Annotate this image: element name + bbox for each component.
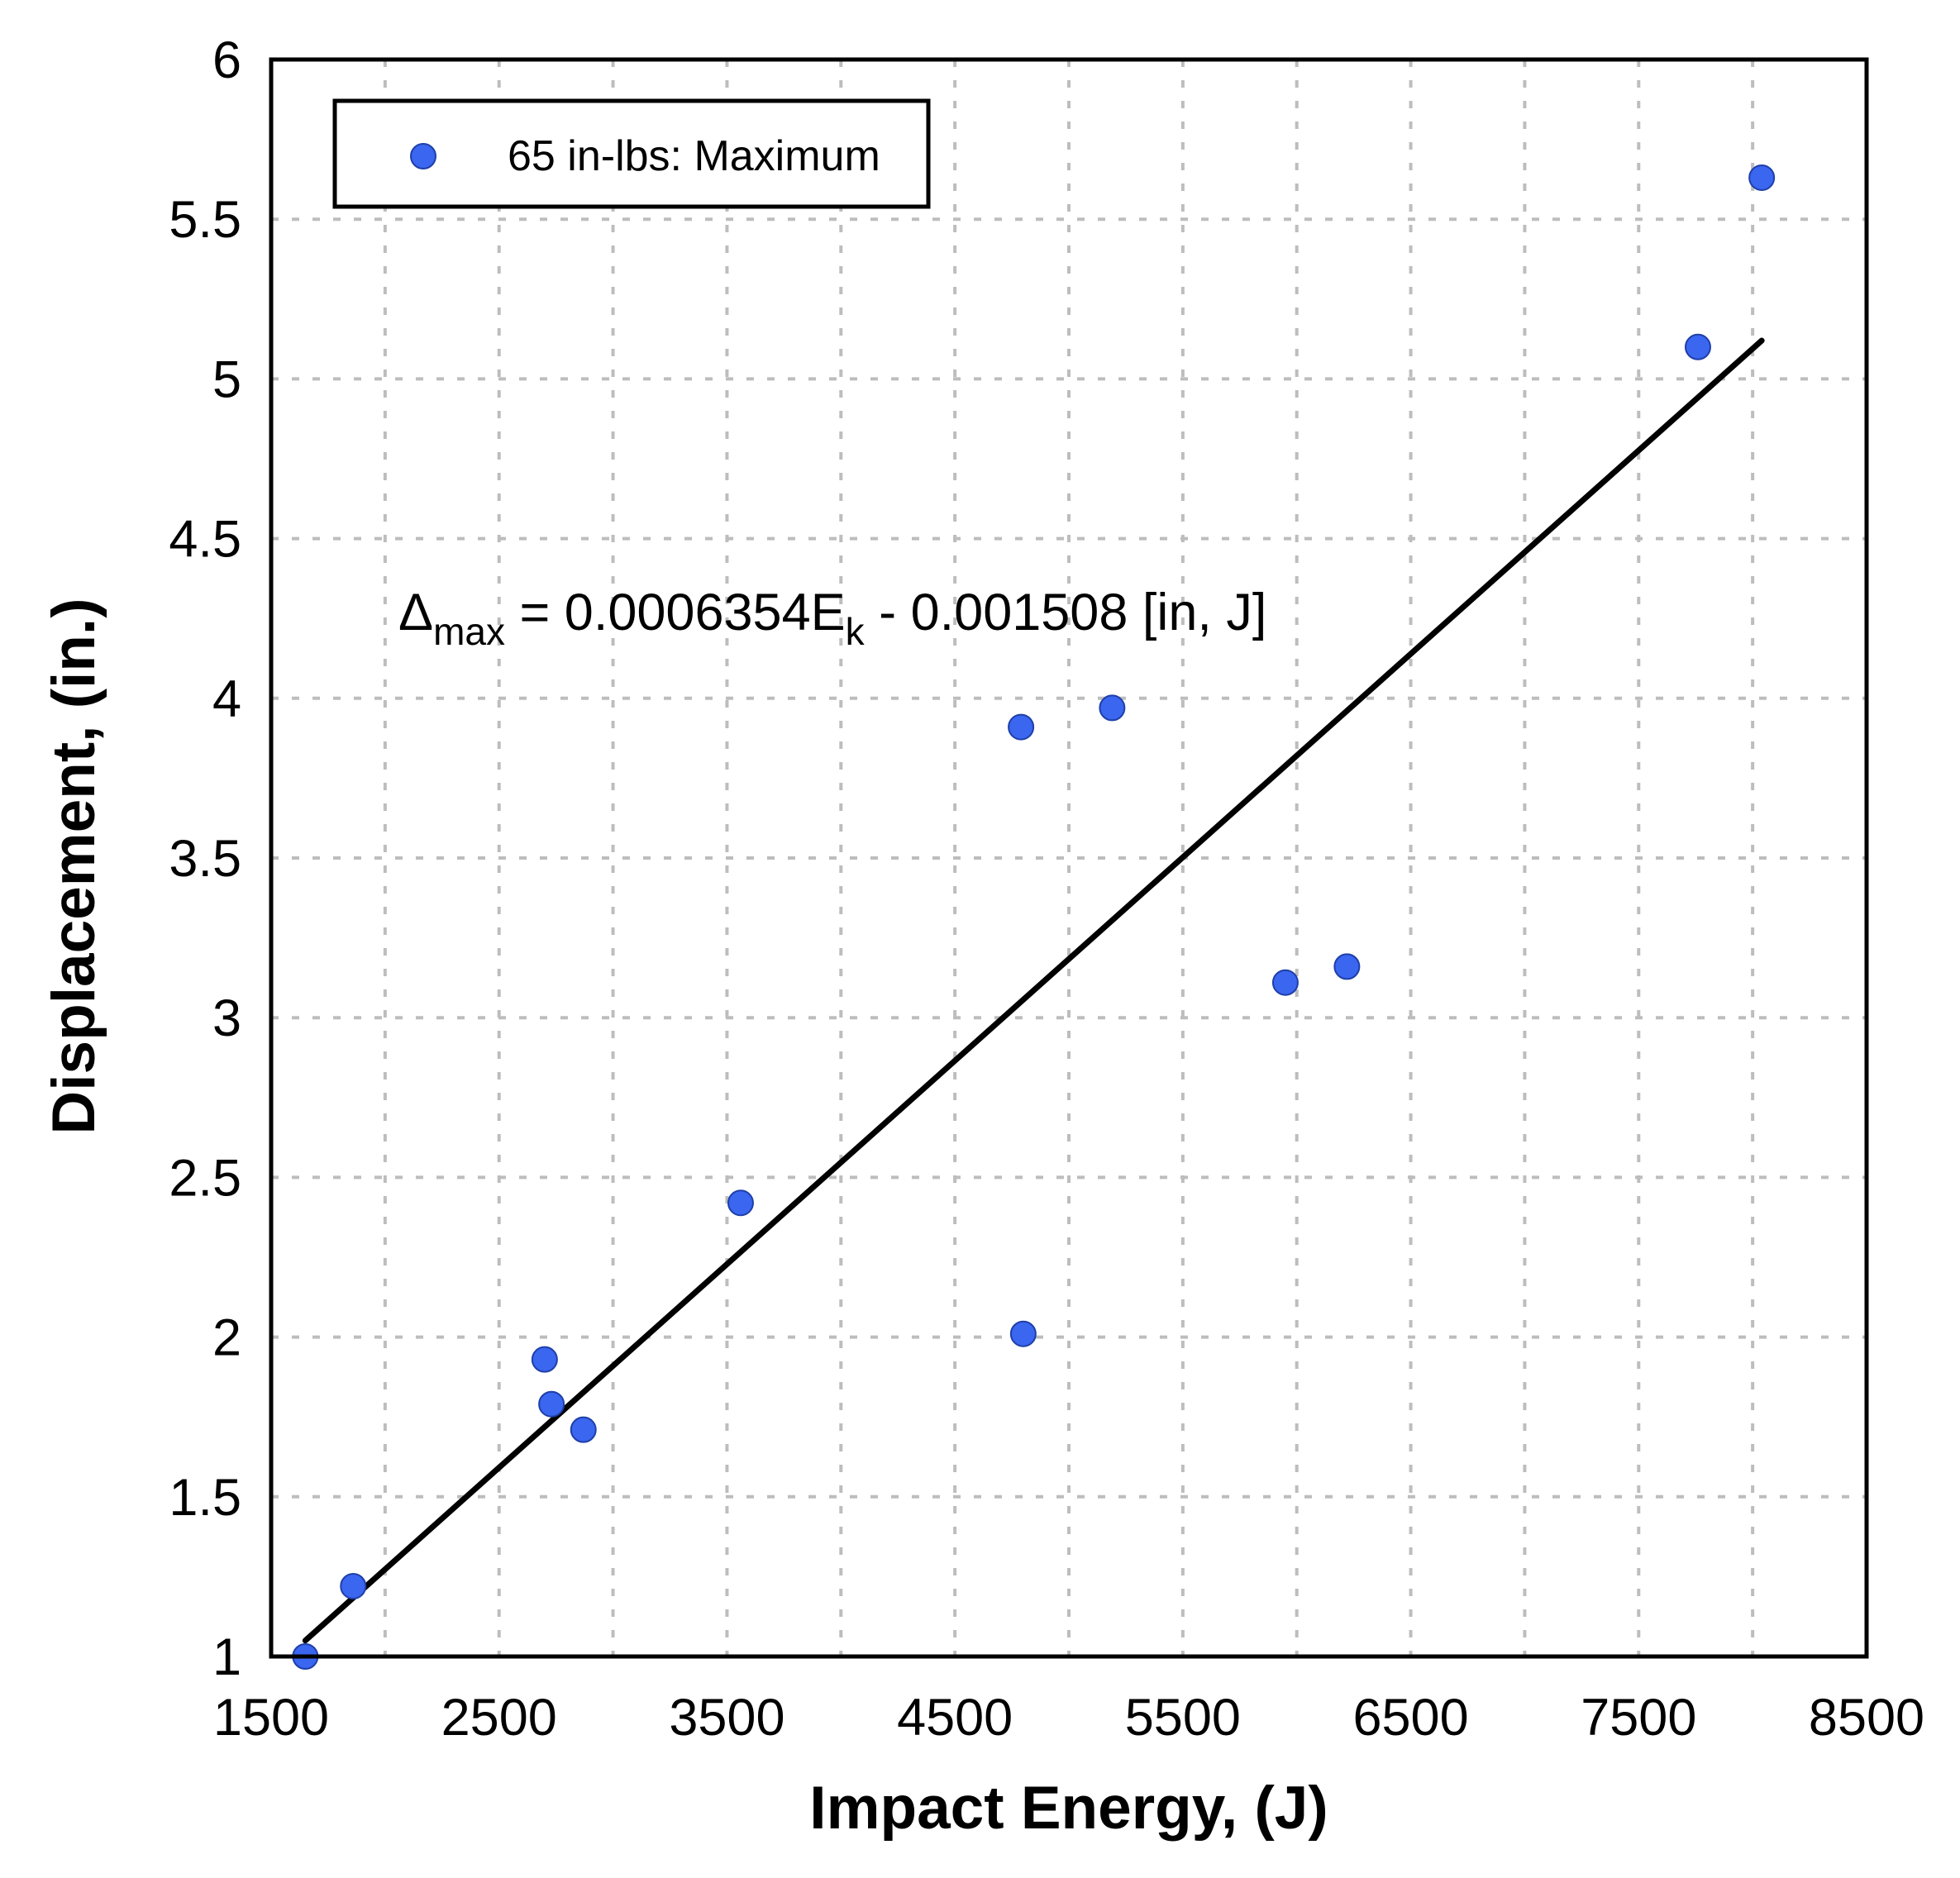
data-point [340,1572,367,1599]
equation-tail: - 0.001508 [in, J] [865,584,1267,641]
y-axis-title: Displacement, (in.) [41,598,107,1134]
data-points [292,164,1776,1670]
plot-frame [269,57,1869,1659]
x-tick-label: 2500 [441,1689,557,1747]
legend: 65 in-lbs: Maximum [332,98,931,209]
equation-delta: Δ [398,584,433,641]
y-tick-label: 2 [212,1309,241,1367]
x-tick-label: 4500 [897,1689,1013,1747]
equation-sub-k: k [846,610,866,653]
legend-marker [410,143,436,169]
y-tick-label: 4.5 [169,511,241,569]
data-point [1333,953,1361,980]
data-point [1099,694,1126,722]
x-tick-label: 3500 [669,1689,784,1747]
y-tick-label: 4 [212,670,241,728]
x-tick-label: 5500 [1125,1689,1241,1747]
data-point [538,1390,565,1418]
trendline [302,337,1765,1644]
y-tick-label: 1.5 [169,1469,241,1527]
gridlines [271,60,1867,1656]
data-point [570,1416,597,1443]
x-tick-labels: 1500 2500 3500 4500 5500 6500 7500 8500 [213,1689,1924,1747]
data-point [531,1346,558,1373]
data-point [1748,164,1776,191]
y-tick-label: 3.5 [169,830,241,888]
y-tick-label: 5.5 [169,191,241,249]
x-tick-label: 7500 [1581,1689,1696,1747]
equation-sub-max: max [433,610,505,653]
y-tick-label: 5 [212,350,241,408]
x-tick-label: 6500 [1352,1689,1468,1747]
equation-main: = 0.0006354E [505,584,846,641]
data-point [727,1189,754,1217]
x-tick-label: 8500 [1809,1689,1924,1747]
data-point [1008,713,1035,741]
data-point [1009,1320,1037,1347]
trendline-group [302,337,1765,1644]
x-tick-label: 1500 [213,1689,329,1747]
y-tick-labels: 1 1.5 2 2.5 3 3.5 4 4.5 5 5.5 6 [169,31,241,1686]
regression-equation: Δmax = 0.0006354Ek - 0.001508 [in, J] [398,584,1266,653]
x-axis-title: Impact Energy, (J) [809,1775,1328,1842]
y-tick-label: 6 [212,31,241,89]
legend-label: 65 in-lbs: Maximum [508,132,880,180]
data-point [1684,333,1711,360]
y-tick-label: 2.5 [169,1149,241,1207]
y-tick-label: 3 [212,989,241,1047]
y-tick-label: 1 [212,1628,241,1686]
data-point [1271,969,1299,996]
